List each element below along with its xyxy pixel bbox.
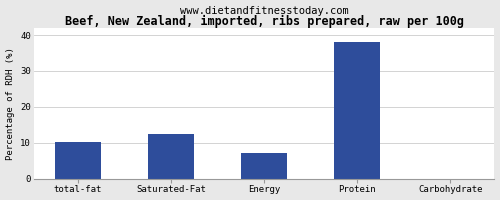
Title: Beef, New Zealand, imported, ribs prepared, raw per 100g: Beef, New Zealand, imported, ribs prepar… xyxy=(64,15,464,28)
Bar xyxy=(148,134,194,178)
Text: www.dietandfitnesstoday.com: www.dietandfitnesstoday.com xyxy=(180,6,348,16)
Bar xyxy=(241,153,288,178)
Bar xyxy=(334,42,380,178)
Bar xyxy=(54,142,101,178)
Y-axis label: Percentage of RDH (%): Percentage of RDH (%) xyxy=(6,47,15,160)
